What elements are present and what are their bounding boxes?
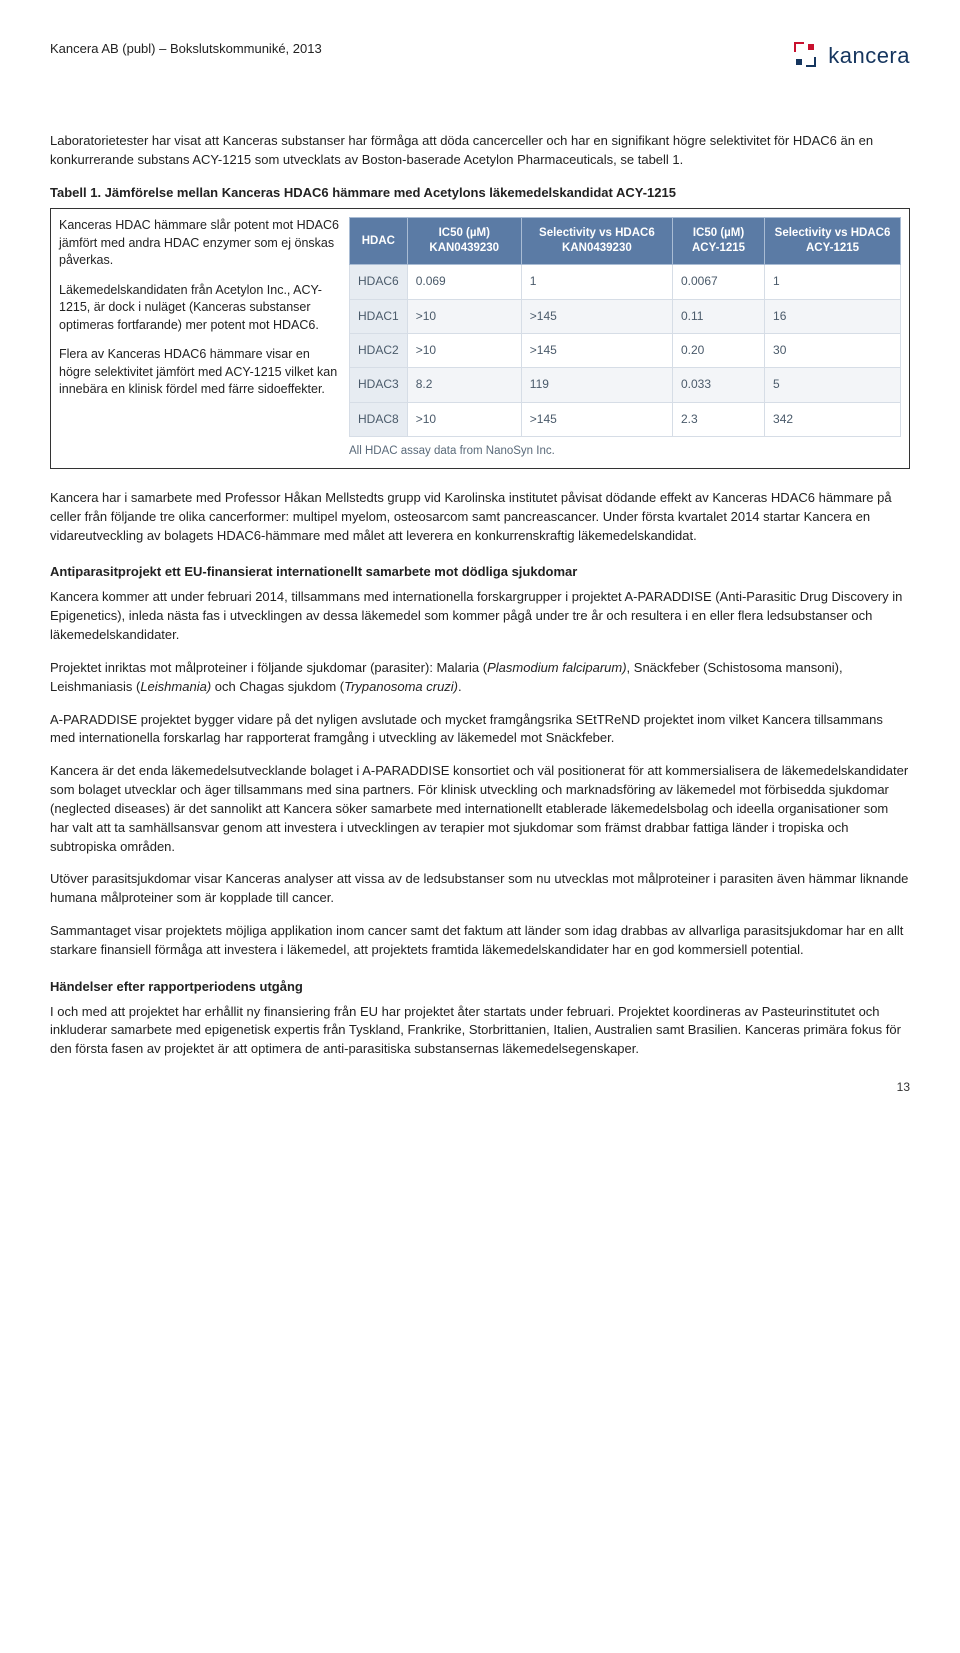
cell: 5 bbox=[765, 368, 901, 402]
cell: HDAC6 bbox=[350, 265, 408, 299]
page-number: 13 bbox=[50, 1079, 910, 1096]
cell: HDAC2 bbox=[350, 334, 408, 368]
table-left-text: Kanceras HDAC hämmare slår potent mot HD… bbox=[59, 217, 339, 460]
body-p4: A-PARADDISE projektet bygger vidare på d… bbox=[50, 711, 910, 749]
section-heading-antiparasit: Antiparasitprojekt ett EU-finansierat in… bbox=[50, 563, 910, 582]
table-title: Tabell 1. Jämförelse mellan Kanceras HDA… bbox=[50, 184, 910, 203]
cell: 0.033 bbox=[673, 368, 765, 402]
body-p7: Sammantaget visar projektets möjliga app… bbox=[50, 922, 910, 960]
comparison-table-container: Kanceras HDAC hämmare slår potent mot HD… bbox=[50, 208, 910, 469]
cell: 16 bbox=[765, 299, 901, 333]
left-p2: Läkemedelskandidaten från Acetylon Inc.,… bbox=[59, 282, 339, 335]
cell: HDAC3 bbox=[350, 368, 408, 402]
cell: >10 bbox=[407, 334, 521, 368]
p3-a: Projektet inriktas mot målproteiner i fö… bbox=[50, 660, 487, 675]
table-row: HDAC6 0.069 1 0.0067 1 bbox=[350, 265, 901, 299]
cell: 1 bbox=[521, 265, 672, 299]
table-row: HDAC2 >10 >145 0.20 30 bbox=[350, 334, 901, 368]
table-caption: All HDAC assay data from NanoSyn Inc. bbox=[349, 443, 901, 460]
table-body: HDAC6 0.069 1 0.0067 1 HDAC1 >10 >145 0.… bbox=[350, 265, 901, 437]
cell: 2.3 bbox=[673, 402, 765, 436]
table-title-label: Tabell 1. bbox=[50, 185, 101, 200]
table-row: HDAC8 >10 >145 2.3 342 bbox=[350, 402, 901, 436]
cell: 1 bbox=[765, 265, 901, 299]
cell: 342 bbox=[765, 402, 901, 436]
p3-g: . bbox=[458, 679, 462, 694]
company-logo: kancera bbox=[794, 40, 910, 72]
th-sel-acy: Selectivity vs HDAC6 ACY-1215 bbox=[765, 218, 901, 265]
body-p8: I och med att projektet har erhållit ny … bbox=[50, 1003, 910, 1060]
cell: HDAC8 bbox=[350, 402, 408, 436]
left-p3: Flera av Kanceras HDAC6 hämmare visar en… bbox=[59, 346, 339, 399]
cell: 30 bbox=[765, 334, 901, 368]
cell: >145 bbox=[521, 402, 672, 436]
body-p2: Kancera kommer att under februari 2014, … bbox=[50, 588, 910, 645]
p3-d: Leishmania) bbox=[140, 679, 211, 694]
p3-e: och Chagas sjukdom ( bbox=[211, 679, 344, 694]
body-p5: Kancera är det enda läkemedelsutveckland… bbox=[50, 762, 910, 856]
header-text: Kancera AB (publ) – Bokslutskommuniké, 2… bbox=[50, 40, 322, 59]
p3-f: Trypanosoma cruzi) bbox=[344, 679, 458, 694]
section-heading-events: Händelser efter rapportperiodens utgång bbox=[50, 978, 910, 997]
cell: 0.0067 bbox=[673, 265, 765, 299]
left-p1: Kanceras HDAC hämmare slår potent mot HD… bbox=[59, 217, 339, 270]
cell: >145 bbox=[521, 334, 672, 368]
intro-paragraph: Laboratorietester har visat att Kanceras… bbox=[50, 132, 910, 170]
body-p3: Projektet inriktas mot målproteiner i fö… bbox=[50, 659, 910, 697]
th-ic50-acy: IC50 (µM) ACY-1215 bbox=[673, 218, 765, 265]
table-right: HDAC IC50 (µM) KAN0439230 Selectivity vs… bbox=[349, 217, 901, 460]
th-sel-kan: Selectivity vs HDAC6 KAN0439230 bbox=[521, 218, 672, 265]
p3-b: Plasmodium falciparum) bbox=[487, 660, 626, 675]
cell: 0.20 bbox=[673, 334, 765, 368]
table-header-row: HDAC IC50 (µM) KAN0439230 Selectivity vs… bbox=[350, 218, 901, 265]
cell: >10 bbox=[407, 299, 521, 333]
cell: 0.069 bbox=[407, 265, 521, 299]
cell: >10 bbox=[407, 402, 521, 436]
table-row: HDAC1 >10 >145 0.11 16 bbox=[350, 299, 901, 333]
document-header: Kancera AB (publ) – Bokslutskommuniké, 2… bbox=[50, 40, 910, 72]
body-p1: Kancera har i samarbete med Professor Hå… bbox=[50, 489, 910, 546]
logo-text: kancera bbox=[828, 40, 910, 72]
logo-icon bbox=[794, 42, 822, 70]
table-row: HDAC3 8.2 119 0.033 5 bbox=[350, 368, 901, 402]
cell: >145 bbox=[521, 299, 672, 333]
cell: 0.11 bbox=[673, 299, 765, 333]
body-p6: Utöver parasitsjukdomar visar Kanceras a… bbox=[50, 870, 910, 908]
th-ic50-kan: IC50 (µM) KAN0439230 bbox=[407, 218, 521, 265]
th-hdac: HDAC bbox=[350, 218, 408, 265]
hdac-table: HDAC IC50 (µM) KAN0439230 Selectivity vs… bbox=[349, 217, 901, 437]
cell: 119 bbox=[521, 368, 672, 402]
cell: HDAC1 bbox=[350, 299, 408, 333]
cell: 8.2 bbox=[407, 368, 521, 402]
table-title-rest: Jämförelse mellan Kanceras HDAC6 hämmare… bbox=[101, 185, 676, 200]
